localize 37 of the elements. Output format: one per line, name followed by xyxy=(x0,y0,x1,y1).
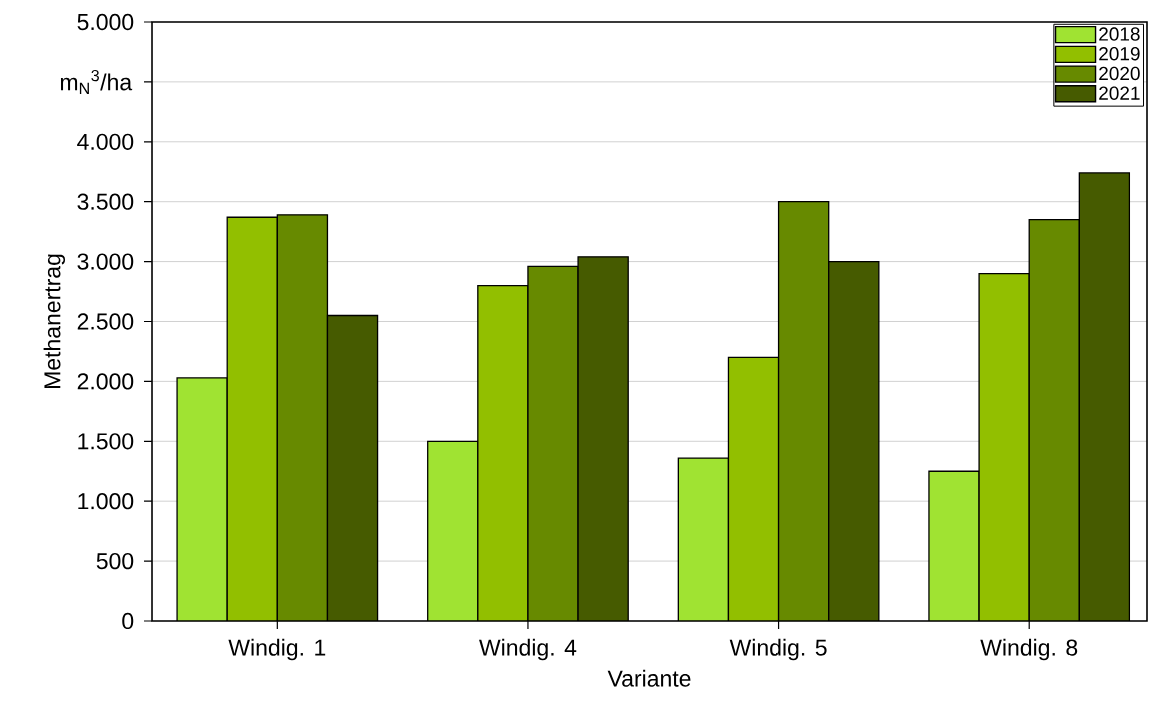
bar xyxy=(728,357,779,621)
x-tick-label: Windig. 5 xyxy=(729,638,827,661)
y-tick-label: 1.500 xyxy=(78,433,134,450)
y-tick-label: 0 xyxy=(122,612,134,630)
y-tick-label: 5.000 xyxy=(77,13,134,31)
y-tick-label: 2.500 xyxy=(77,313,134,330)
text: m$_{N}$$^{3}$/ha xyxy=(60,69,133,94)
y-tick-label: 500 xyxy=(96,552,134,570)
legend-label: 2020 xyxy=(1099,66,1140,81)
bar xyxy=(778,201,829,621)
y-tick-label: 3.500 xyxy=(77,193,134,210)
legend-label: 2021 xyxy=(1099,86,1140,100)
bar xyxy=(427,441,478,621)
y-tick-label: 1.000 xyxy=(78,493,134,510)
x-axis-title: Variante xyxy=(607,669,691,687)
y-axis-title: Methanertrag xyxy=(43,254,66,388)
bar xyxy=(177,377,228,621)
y-tick-label: 4.000 xyxy=(77,133,134,150)
bar xyxy=(578,256,629,621)
x-tick-label: Windig. 4 xyxy=(479,638,577,661)
legend-label: 2019 xyxy=(1099,47,1140,61)
bar xyxy=(1078,172,1131,621)
x-tick-label: Windig. 1 xyxy=(228,638,326,661)
bar xyxy=(678,458,729,621)
bar xyxy=(527,266,579,621)
x-tick-label: Windig. 8 xyxy=(980,638,1078,661)
bar xyxy=(1028,219,1080,621)
bar xyxy=(978,272,1030,621)
legend-label: 2018 xyxy=(1099,27,1140,41)
bar xyxy=(327,315,378,621)
bar xyxy=(277,214,328,621)
y-tick-label: 3.000 xyxy=(77,253,134,270)
bar xyxy=(477,285,528,621)
bar xyxy=(227,217,278,621)
bar xyxy=(928,470,980,621)
bar xyxy=(828,261,879,621)
y-tick-label: 2.000 xyxy=(77,373,134,390)
